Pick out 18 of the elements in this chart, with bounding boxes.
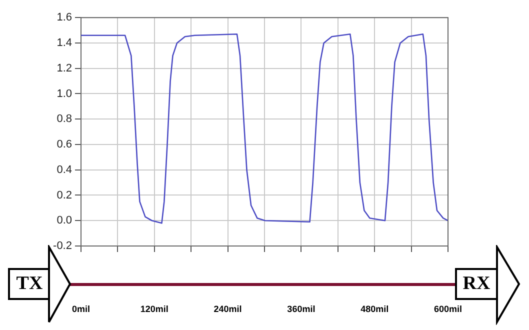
y-tick-label: 0.4 (56, 164, 72, 176)
y-tick-label: 0.6 (56, 138, 72, 151)
x-tick-label: 120mil (140, 304, 168, 314)
x-tick-label: 240mil (214, 304, 242, 314)
y-tick-label: 1.4 (56, 37, 72, 50)
y-tick-label: 0.0 (56, 214, 72, 227)
x-tick-label: 480mil (360, 304, 389, 314)
text: TX (9, 270, 50, 298)
x-tick-label: 600mil (434, 304, 462, 314)
y-tick-label: 0.2 (56, 189, 72, 202)
y-tick-label: 1.0 (56, 88, 72, 100)
y-tick-label: 0.8 (56, 113, 72, 126)
y-tick-label: 1.6 (56, 12, 72, 24)
x-tick-label: 360mil (287, 304, 316, 314)
text: RX (456, 270, 497, 298)
y-tick-label: -0.2 (53, 240, 72, 252)
x-tick-label: 0mil (72, 304, 90, 314)
y-tick-label: 1.2 (56, 62, 72, 74)
